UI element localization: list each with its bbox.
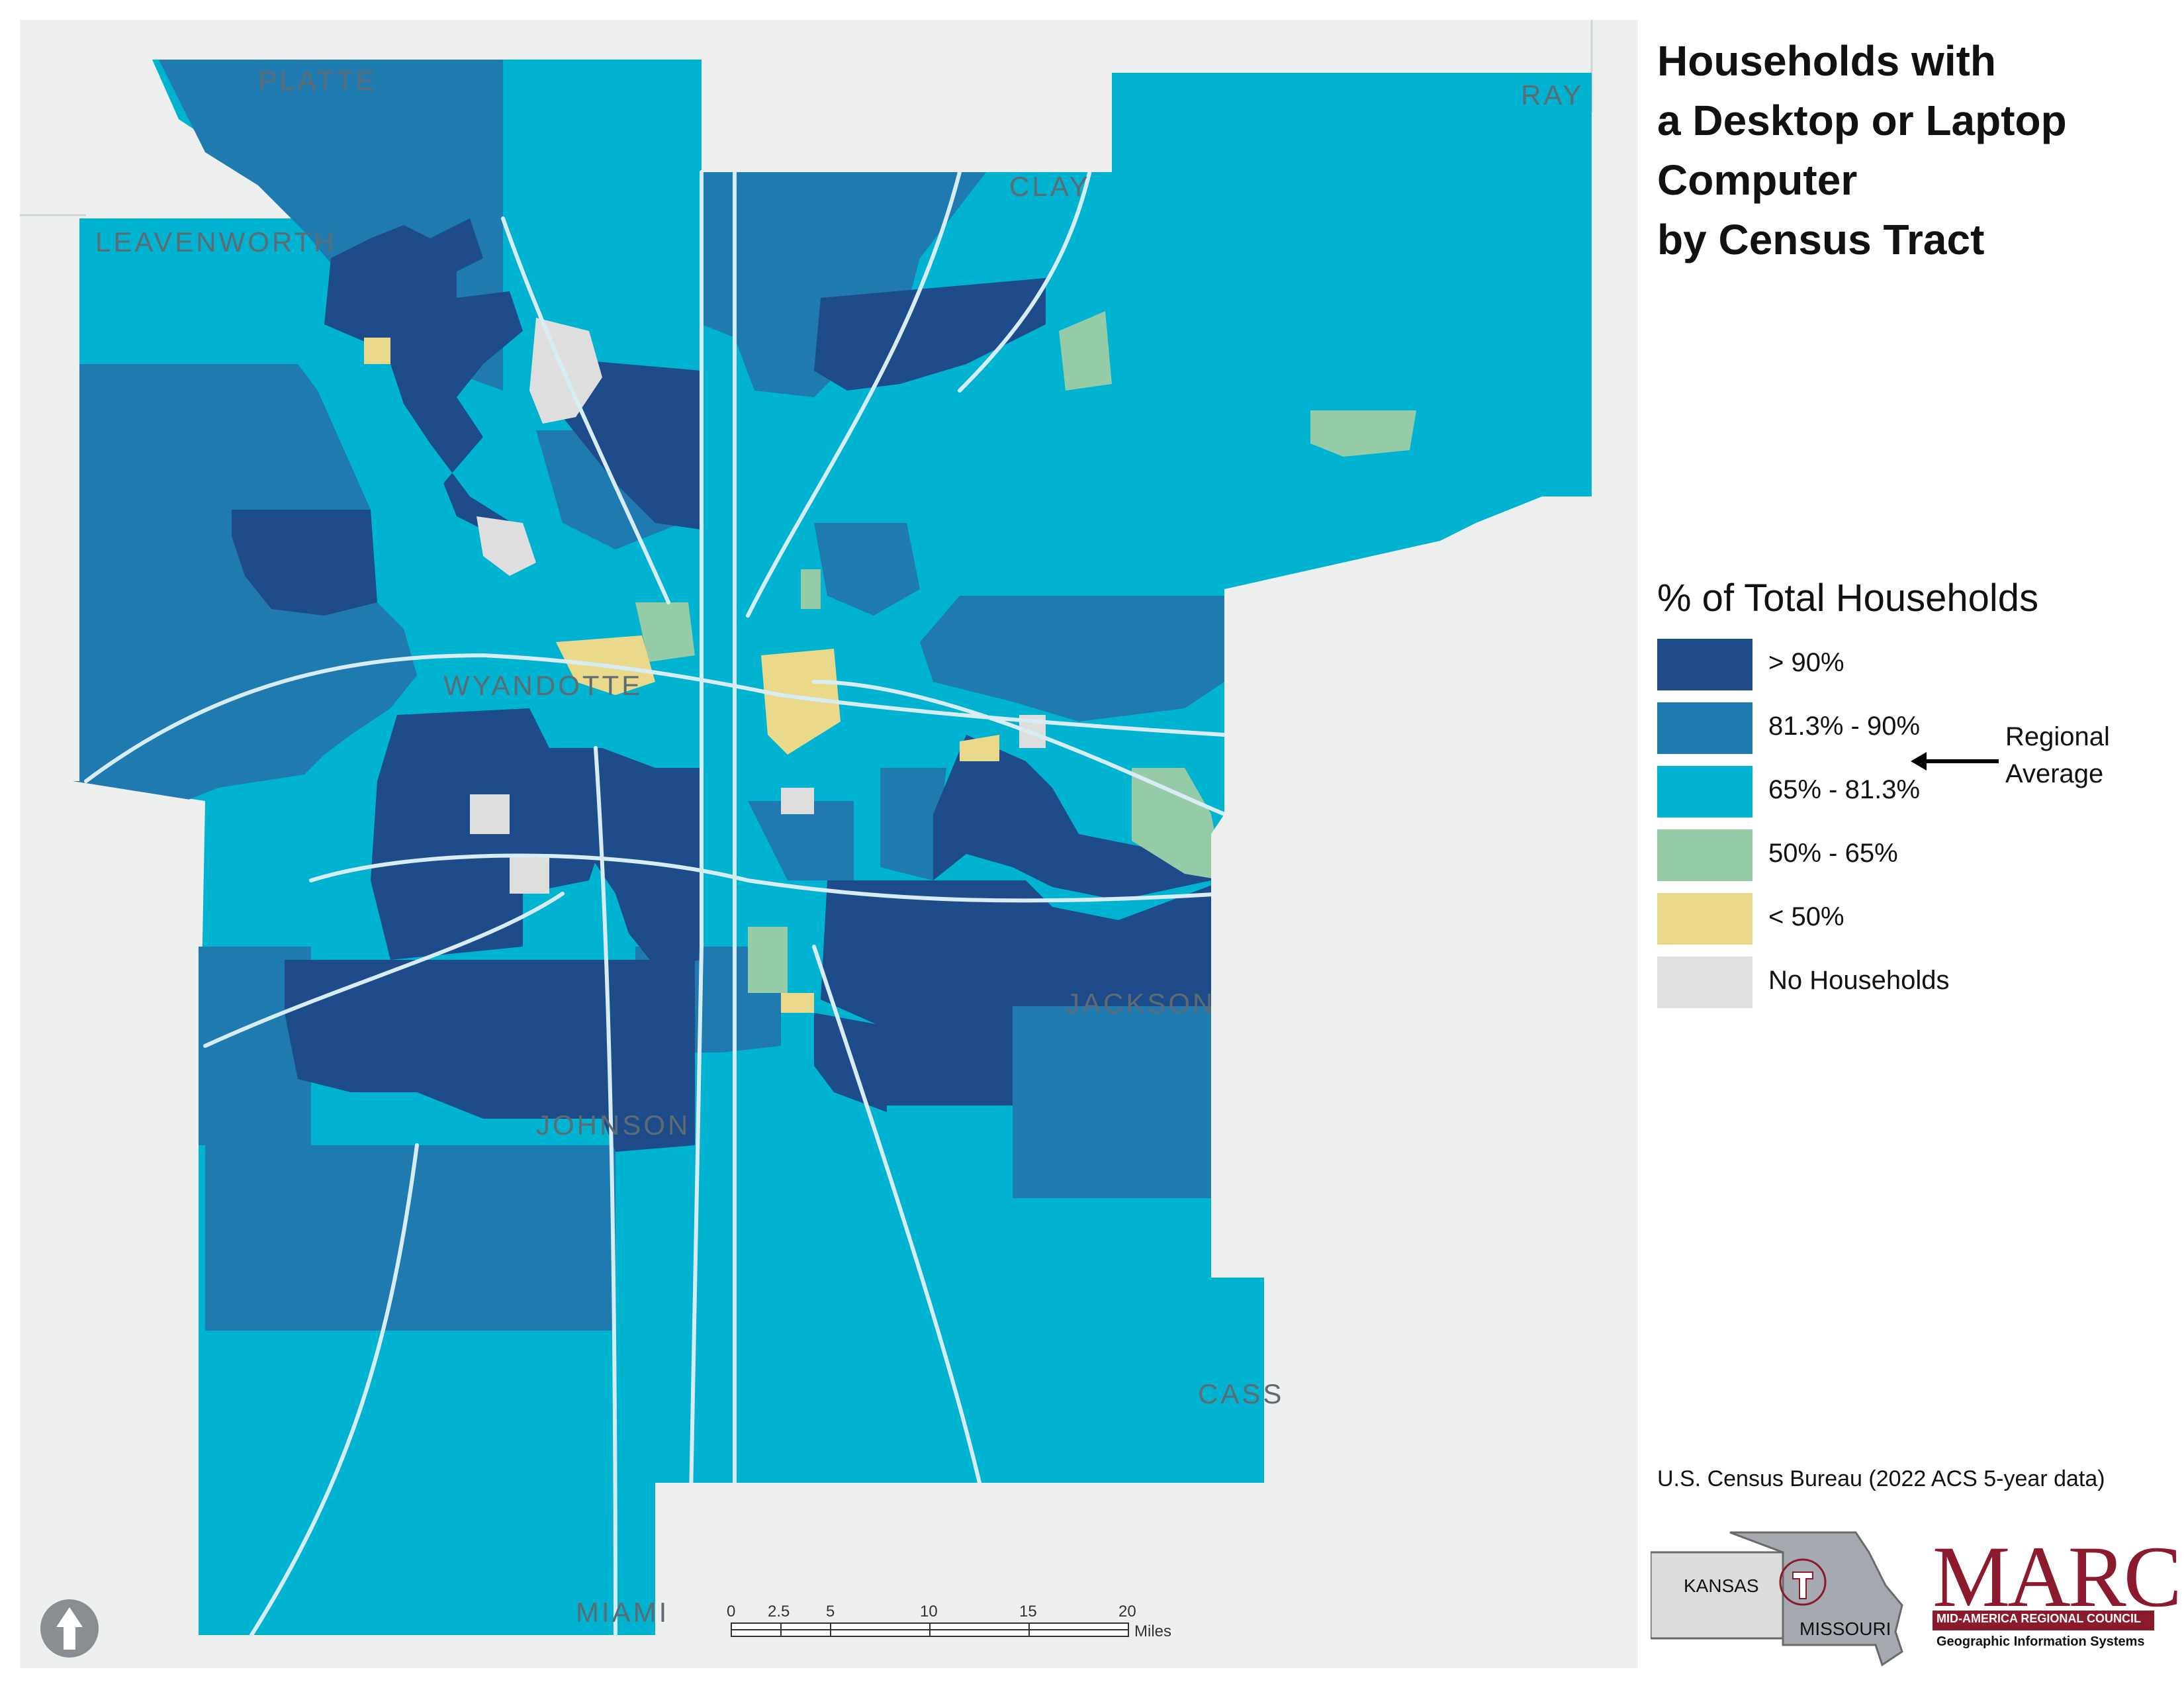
legend-swatch bbox=[1657, 702, 1752, 754]
outside-area bbox=[20, 20, 1638, 1668]
data-source: U.S. Census Bureau (2022 ACS 5-year data… bbox=[1657, 1466, 2105, 1491]
north-arrow-icon bbox=[40, 1599, 99, 1658]
legend-label: < 50% bbox=[1768, 902, 1844, 931]
tract-layer-no-households bbox=[470, 318, 1046, 894]
legend-title: % of Total Households bbox=[1657, 577, 2039, 620]
left-arrow-icon bbox=[1911, 752, 1999, 771]
legend-item-50-65: 50% - 65% bbox=[1657, 829, 2054, 885]
scale-tick-15: 15 bbox=[1019, 1603, 1037, 1620]
regional-average-note: Regional Average bbox=[2005, 718, 2110, 792]
marc-logo-division: Geographic Information Systems bbox=[1936, 1634, 2145, 1649]
map-frame[interactable]: PLATTE CLAY RAY LEAVENWORTH WYANDOTTE JA… bbox=[20, 20, 1638, 1668]
legend-item-under-50: < 50% bbox=[1657, 893, 2054, 949]
map-title-line-1: Households with bbox=[1657, 37, 1996, 85]
legend-label: > 90% bbox=[1768, 648, 1844, 677]
legend-item-65-81: 65% - 81.3% bbox=[1657, 766, 2054, 821]
state-locator-inset: KANSAS MISSOURI bbox=[1651, 1531, 1903, 1667]
county-label-wyandotte: WYANDOTTE bbox=[443, 670, 643, 701]
scale-bar: 0 2.5 5 10 15 20 Miles bbox=[727, 1603, 1171, 1640]
legend-label: 81.3% - 90% bbox=[1768, 712, 1921, 741]
legend-item-no-households: No Households bbox=[1657, 957, 2054, 1012]
kansas-label: KANSAS bbox=[1684, 1575, 1759, 1596]
scale-tick-10: 10 bbox=[920, 1603, 938, 1620]
legend-label: 50% - 65% bbox=[1768, 839, 1898, 868]
county-label-johnson: JOHNSON bbox=[536, 1109, 690, 1141]
choropleth-map: PLATTE CLAY RAY LEAVENWORTH WYANDOTTE JA… bbox=[20, 20, 1638, 1668]
marc-logo-band: MID-AMERICA REGIONAL COUNCIL bbox=[1933, 1611, 2154, 1630]
marc-logo: MARC MID-AMERICA REGIONAL COUNCIL Geogra… bbox=[1933, 1528, 2182, 1665]
county-label-platte: PLATTE bbox=[258, 65, 377, 96]
scale-tick-0: 0 bbox=[727, 1603, 735, 1620]
legend-item-over-90: > 90% bbox=[1657, 639, 2054, 694]
legend-swatch bbox=[1657, 893, 1752, 945]
region-marker-icon bbox=[1779, 1558, 1827, 1606]
county-label-cass: CASS bbox=[1198, 1378, 1284, 1409]
legend-label: No Households bbox=[1768, 966, 1950, 995]
regional-note-line-1: Regional bbox=[2005, 722, 2110, 751]
tract-layer-50-65 bbox=[635, 311, 1416, 993]
marc-logo-wordmark: MARC bbox=[1933, 1528, 2182, 1625]
missouri-shape bbox=[1729, 1531, 1903, 1667]
county-label-leavenworth: LEAVENWORTH bbox=[95, 226, 337, 258]
scale-tick-5: 5 bbox=[826, 1603, 835, 1620]
scale-tick-2-5: 2.5 bbox=[768, 1603, 790, 1620]
legend-swatch bbox=[1657, 829, 1752, 881]
marc-logo-subtitle: MID-AMERICA REGIONAL COUNCIL bbox=[1936, 1612, 2141, 1625]
regional-note-line-2: Average bbox=[2005, 759, 2104, 788]
legend-label: 65% - 81.3% bbox=[1768, 775, 1921, 804]
legend-swatch bbox=[1657, 639, 1752, 690]
legend-item-81-90: 81.3% - 90% bbox=[1657, 702, 2054, 758]
side-panel: Households with a Desktop or Laptop Comp… bbox=[1641, 0, 2184, 1688]
map-title-line-2: a Desktop or Laptop bbox=[1657, 97, 2067, 144]
county-label-jackson: JACKSON bbox=[1066, 988, 1215, 1019]
legend-swatch bbox=[1657, 766, 1752, 818]
map-title-line-3: Computer bbox=[1657, 156, 1858, 204]
county-label-ray: RAY bbox=[1521, 79, 1584, 111]
county-label-miami: MIAMI bbox=[576, 1597, 669, 1628]
legend-swatch bbox=[1657, 957, 1752, 1008]
county-label-clay: CLAY bbox=[1009, 171, 1091, 202]
missouri-label: MISSOURI bbox=[1799, 1618, 1891, 1639]
scale-unit-label: Miles bbox=[1134, 1622, 1171, 1640]
tract-layer-over-90 bbox=[232, 218, 1224, 1152]
map-title-line-4: by Census Tract bbox=[1657, 216, 1985, 263]
scale-tick-20: 20 bbox=[1118, 1603, 1136, 1620]
